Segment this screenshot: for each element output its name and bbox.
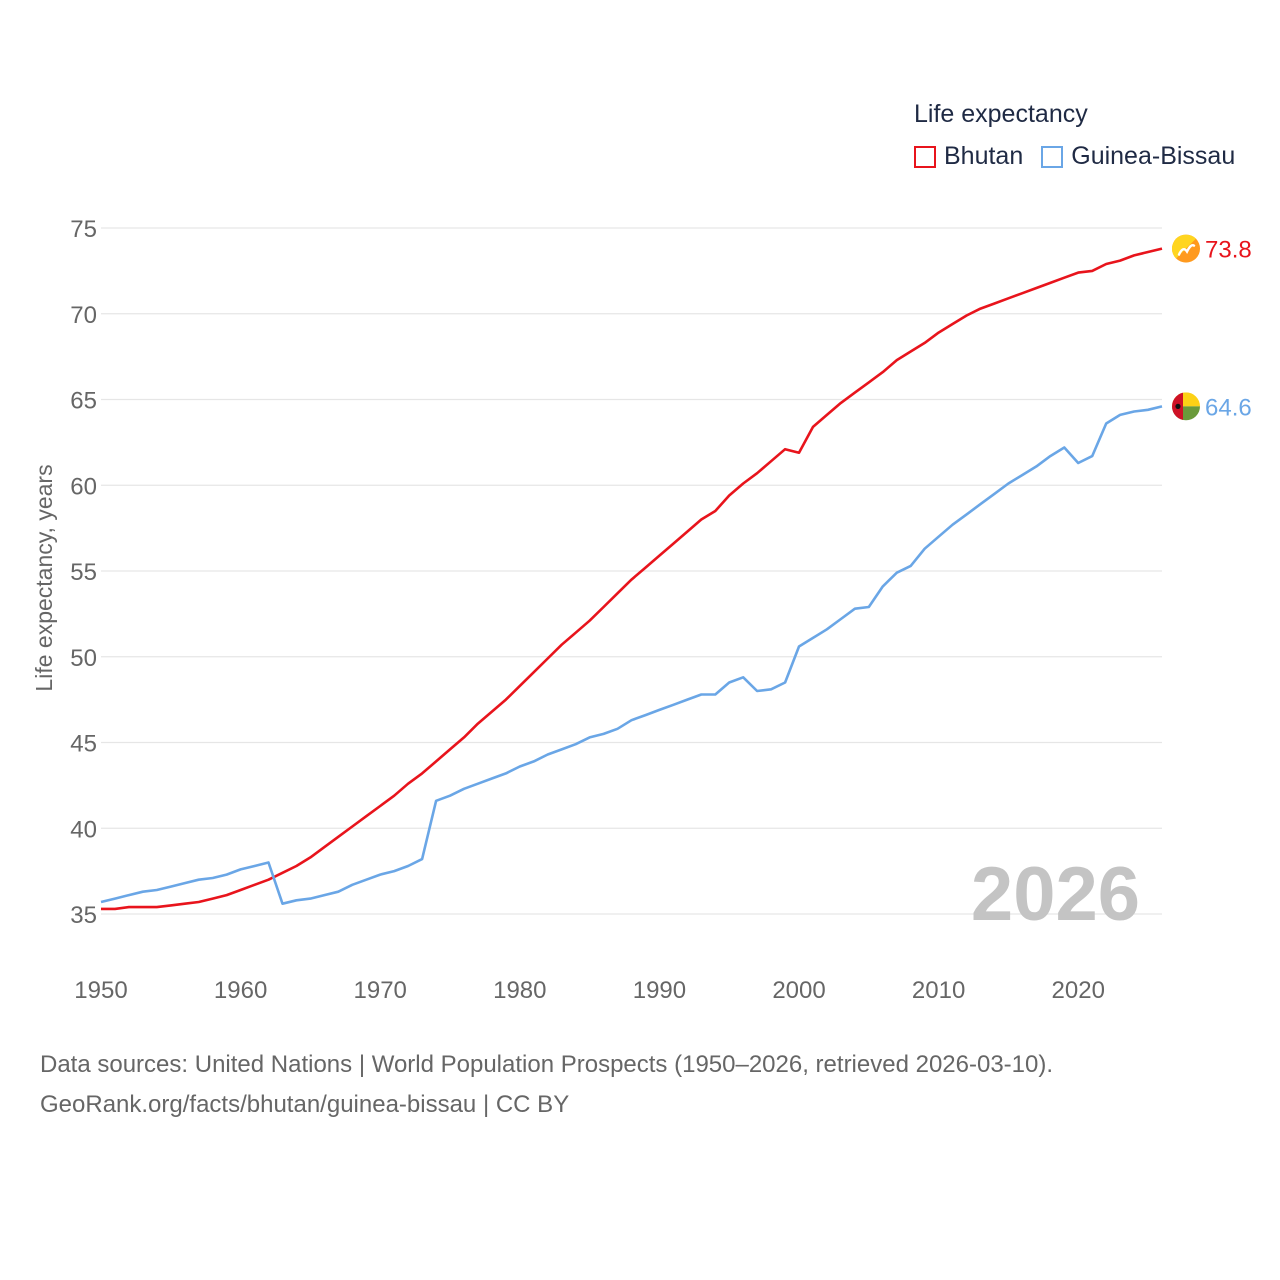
y-axis-label: Life expectancy, years [31,464,57,691]
gridlines [101,227,1162,915]
x-tick-label: 1950 [74,977,127,1004]
end-labels: 73.8 64.6 [1172,234,1252,421]
legend-label-bhutan: Bhutan [944,142,1024,170]
y-tick-label: 35 [70,902,97,929]
legend-swatch-bhutan [914,145,936,168]
legend-title: Life expectancy [914,100,1088,128]
bhutan-flag-icon [1172,234,1200,263]
x-axis-ticks: 1950 1960 1970 1980 1990 2000 2010 2020 [74,977,1105,1004]
source-note: Data sources: United Nations | World Pop… [40,1051,1054,1078]
legend-label-guinea-bissau: Guinea-Bissau [1071,142,1236,170]
x-tick-label: 1980 [493,977,546,1004]
legend-item-bhutan[interactable]: Bhutan [914,142,1023,171]
y-tick-label: 55 [70,559,97,586]
y-tick-label: 75 [70,216,97,243]
legend-item-guinea-bissau[interactable]: Guinea-Bissau [1041,142,1235,171]
y-tick-label: 70 [70,302,97,329]
legend-swatch-guinea-bissau [1041,145,1064,168]
y-tick-label: 40 [70,816,97,843]
y-axis-ticks: 35 40 45 50 55 60 65 70 75 [70,216,97,929]
series-lines [100,247,1163,911]
y-tick-label: 65 [70,388,97,415]
x-tick-label: 1960 [214,977,267,1004]
end-value-guinea-bissau: 64.6 [1205,394,1252,421]
y-tick-label: 50 [70,645,97,672]
footer: Data sources: United Nations | World Pop… [40,1045,1053,1125]
x-tick-label: 1970 [354,977,407,1004]
source-link[interactable]: GeoRank.org/facts/bhutan/guinea-bissau |… [40,1091,570,1118]
x-tick-label: 2020 [1052,977,1105,1004]
x-tick-label: 2010 [912,977,965,1004]
year-watermark: 2026 [971,852,1140,937]
guinea-bissau-flag-icon [1172,392,1200,421]
end-value-bhutan: 73.8 [1205,237,1252,264]
series-line-bhutan [101,247,1163,911]
y-tick-label: 60 [70,473,97,500]
series-line-guinea-bissau [100,405,1163,905]
x-tick-label: 1990 [633,977,686,1004]
legend: Bhutan Guinea-Bissau [914,142,1253,171]
x-tick-label: 2000 [772,977,825,1004]
y-tick-label: 45 [70,731,97,758]
